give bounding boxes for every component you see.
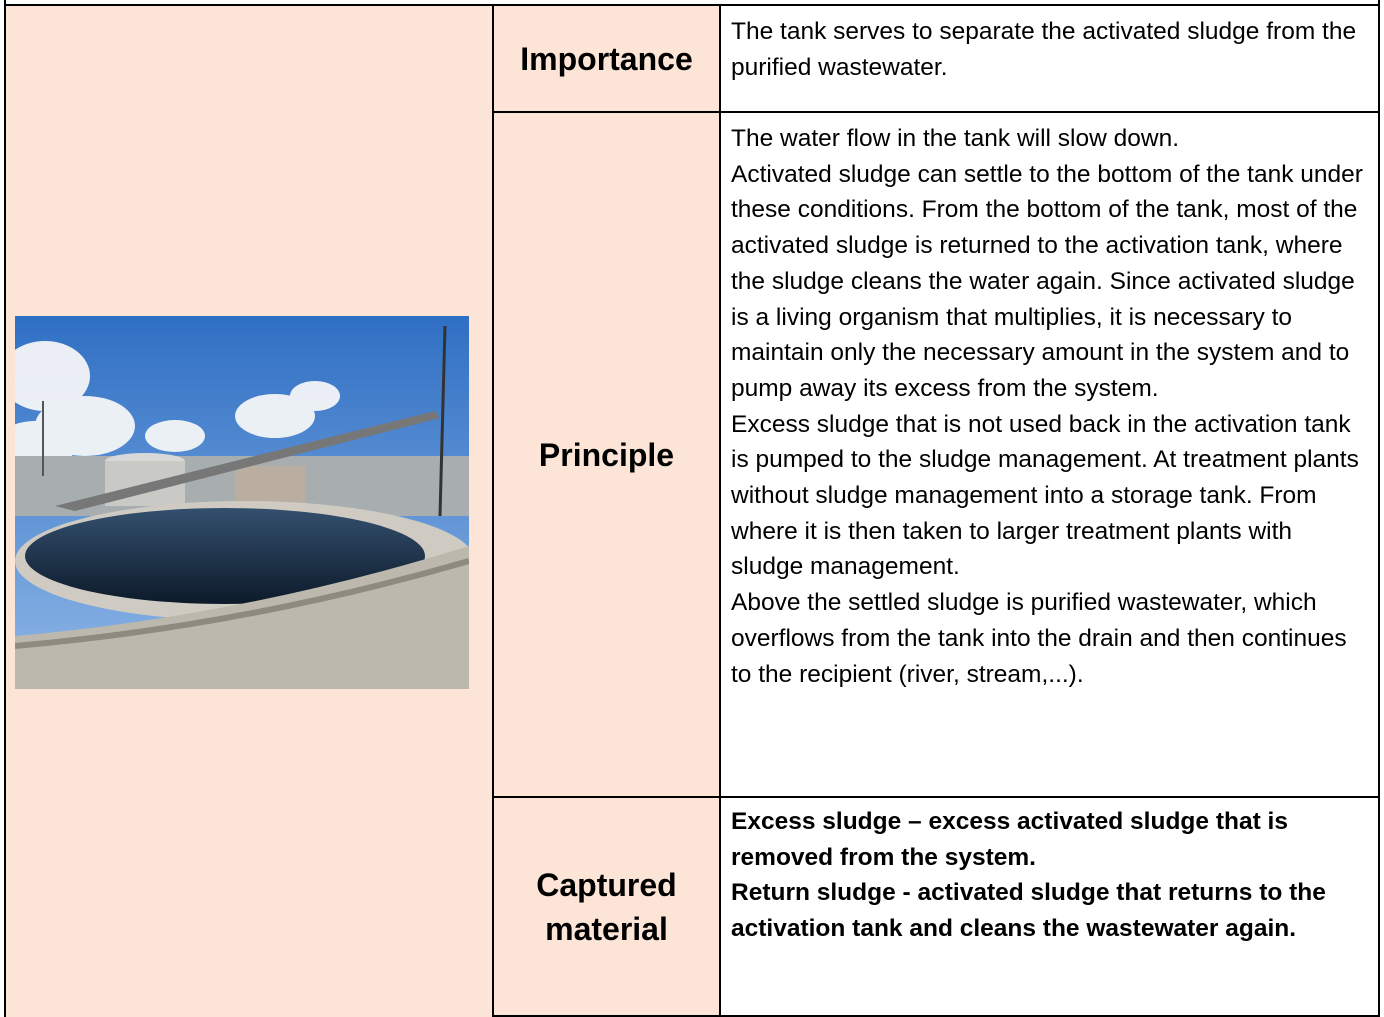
paragraph: Above the settled sludge is purified was… — [731, 589, 1347, 688]
paragraph: The water flow in the tank will slow dow… — [731, 125, 1179, 152]
clarifier-photo — [15, 316, 469, 689]
row-text: The tank serves to separate the activate… — [721, 6, 1380, 113]
row-label: Principle — [494, 113, 721, 798]
paragraph: Activated sludge can settle to the botto… — [731, 160, 1363, 402]
paragraph: The tank serves to separate the activate… — [731, 18, 1357, 81]
row-label: Captured material — [494, 798, 721, 1017]
paragraph: Return sludge - activated sludge that re… — [731, 879, 1326, 943]
image-cell — [4, 6, 494, 1017]
paragraph: Excess sludge that is not used back in t… — [731, 410, 1359, 581]
row-label: Importance — [494, 6, 721, 113]
top-border — [4, 0, 1380, 6]
row-text: Excess sludge – excess activated sludge … — [721, 798, 1380, 1017]
paragraph: Excess sludge – excess activated sludge … — [731, 808, 1288, 871]
row-text: The water flow in the tank will slow dow… — [721, 113, 1380, 798]
row-label-text: Importance — [520, 40, 693, 77]
row-label-text: Principle — [538, 436, 675, 473]
row-label-text: Captured material — [536, 866, 677, 947]
